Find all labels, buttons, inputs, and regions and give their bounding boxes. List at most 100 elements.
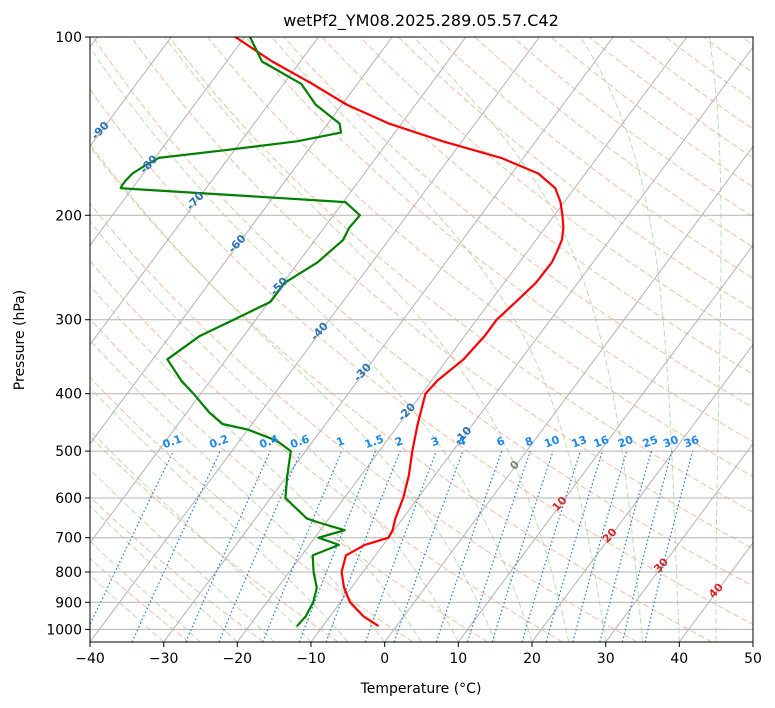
dry-adiabat [207,37,753,478]
mixing-ratio-label: 25 [641,433,660,450]
mixing-ratio-lines [90,450,694,642]
mixing-ratio-line [599,450,653,642]
isotherm-line [457,244,753,642]
mixing-ratio-label: 10 [542,433,561,451]
mixing-ratio-label: 3 [429,434,441,449]
isotherm-line [90,37,246,247]
mixing-ratio-line [185,450,271,642]
mixing-ratio-label: 1.5 [363,432,386,451]
y-tick-label: 400 [55,387,82,403]
isotherm-line [310,46,753,642]
dry-adiabat [169,37,753,513]
moist-adiabat [271,37,607,642]
mixing-ratio-label: 1 [335,434,347,449]
y-tick-label: 300 [55,313,82,329]
dry-adiabat [474,37,753,248]
y-axis-ticks: 100 200 300 400 500 600 700 800 900 1000 [46,30,90,638]
isotherm-line [90,37,540,642]
mixing-ratio-label: 36 [682,433,701,451]
dry-adiabat [90,145,712,642]
temperature-line [234,37,565,627]
x-axis-label: Temperature (°C) [360,681,482,697]
moist-adiabat [708,37,722,642]
moist-adiabat [90,220,459,642]
mixing-ratio-line [364,450,437,642]
mixing-ratio-line [545,450,604,642]
mixing-ratio-label: 30 [661,433,680,451]
dry-adiabat [436,37,753,279]
x-tick-label: −40 [75,651,105,667]
dry-adiabats [90,37,753,642]
moist-adiabat [90,339,386,642]
moist-adiabat [90,505,238,642]
dry-adiabat [90,376,414,642]
mixing-ratio-line [262,450,343,642]
mixing-ratio-line [298,450,376,642]
dry-adiabat [92,37,753,587]
dry-adiabat [245,37,753,443]
mixing-ratio-label: 20 [616,433,635,451]
plot-frame [89,36,754,643]
y-tick-label: 100 [55,30,82,46]
mixing-ratio-label: 4 [456,434,468,449]
dry-adiabat [550,37,753,188]
dry-adiabat [90,435,339,642]
y-tick-label: 600 [55,491,82,507]
y-axis-label: Pressure (hPa) [12,290,28,390]
x-tick-label: −20 [223,651,253,667]
mixing-ratio-label: 13 [570,433,589,450]
mixing-ratio-line [393,450,464,642]
mixing-ratio-labels: 0.1 0.2 0.4 0.6 1 1.5 2 3 4 6 8 10 13 16 20 25 30 36 [161,432,701,451]
x-tick-label: 0 [380,651,389,667]
y-tick-label: 200 [55,208,82,224]
mixing-ratio-label: 0.2 [208,432,231,451]
chart-title: wetPf2_YM08.2025.289.05.57.C42 [283,11,559,31]
mixing-ratio-line [435,450,503,642]
mixing-ratio-line [466,450,531,642]
isotherm-line [531,343,753,642]
mixing-ratio-label: 0.6 [288,432,311,451]
isotherm-line [236,37,688,642]
y-tick-label: 1000 [46,622,82,638]
isotherm-line [605,442,753,642]
mixing-ratio-line [621,450,673,642]
mixing-ratio-line [325,450,401,642]
mixing-ratio-line [491,450,554,642]
y-tick-label: 500 [55,444,82,460]
moist-adiabat [90,429,312,642]
x-tick-label: 40 [670,651,688,667]
dry-adiabat [130,37,753,550]
dry-adiabat [512,37,753,218]
mixing-ratio-label: 6 [495,434,507,449]
dewpoint-line [119,37,361,627]
dry-adiabat [283,37,753,409]
mixing-ratio-label: 8 [523,434,535,449]
x-tick-label: 20 [523,651,541,667]
moist-adiabat [90,143,496,642]
moist-adiabat [579,37,680,642]
x-tick-label: 10 [449,651,467,667]
mixing-ratio-label: 0.4 [258,432,281,451]
x-tick-label: −10 [296,651,326,667]
profile-series [119,37,565,627]
isotherm-line [90,37,319,346]
moist-adiabat [413,37,643,642]
mixing-ratio-line [218,450,302,642]
mixing-ratio-label: 16 [592,433,611,451]
mixing-ratio-label: 0.1 [161,432,184,451]
x-axis-ticks: −40 −30 −20 −10 0 10 20 30 40 50 [75,642,762,667]
dry-adiabat [90,88,753,626]
dry-adiabat [359,37,753,343]
mixing-ratio-line [572,450,628,642]
x-tick-label: 50 [744,651,762,667]
isotherm-line [90,37,467,544]
y-tick-label: 800 [55,565,82,581]
x-tick-label: −30 [149,651,179,667]
mixing-ratio-line [521,450,581,642]
isotherm-line [90,37,172,148]
y-tick-label: 900 [55,595,82,611]
moist-adiabat [164,37,570,642]
isotherm-line [384,145,753,642]
dry-adiabat [90,202,638,642]
